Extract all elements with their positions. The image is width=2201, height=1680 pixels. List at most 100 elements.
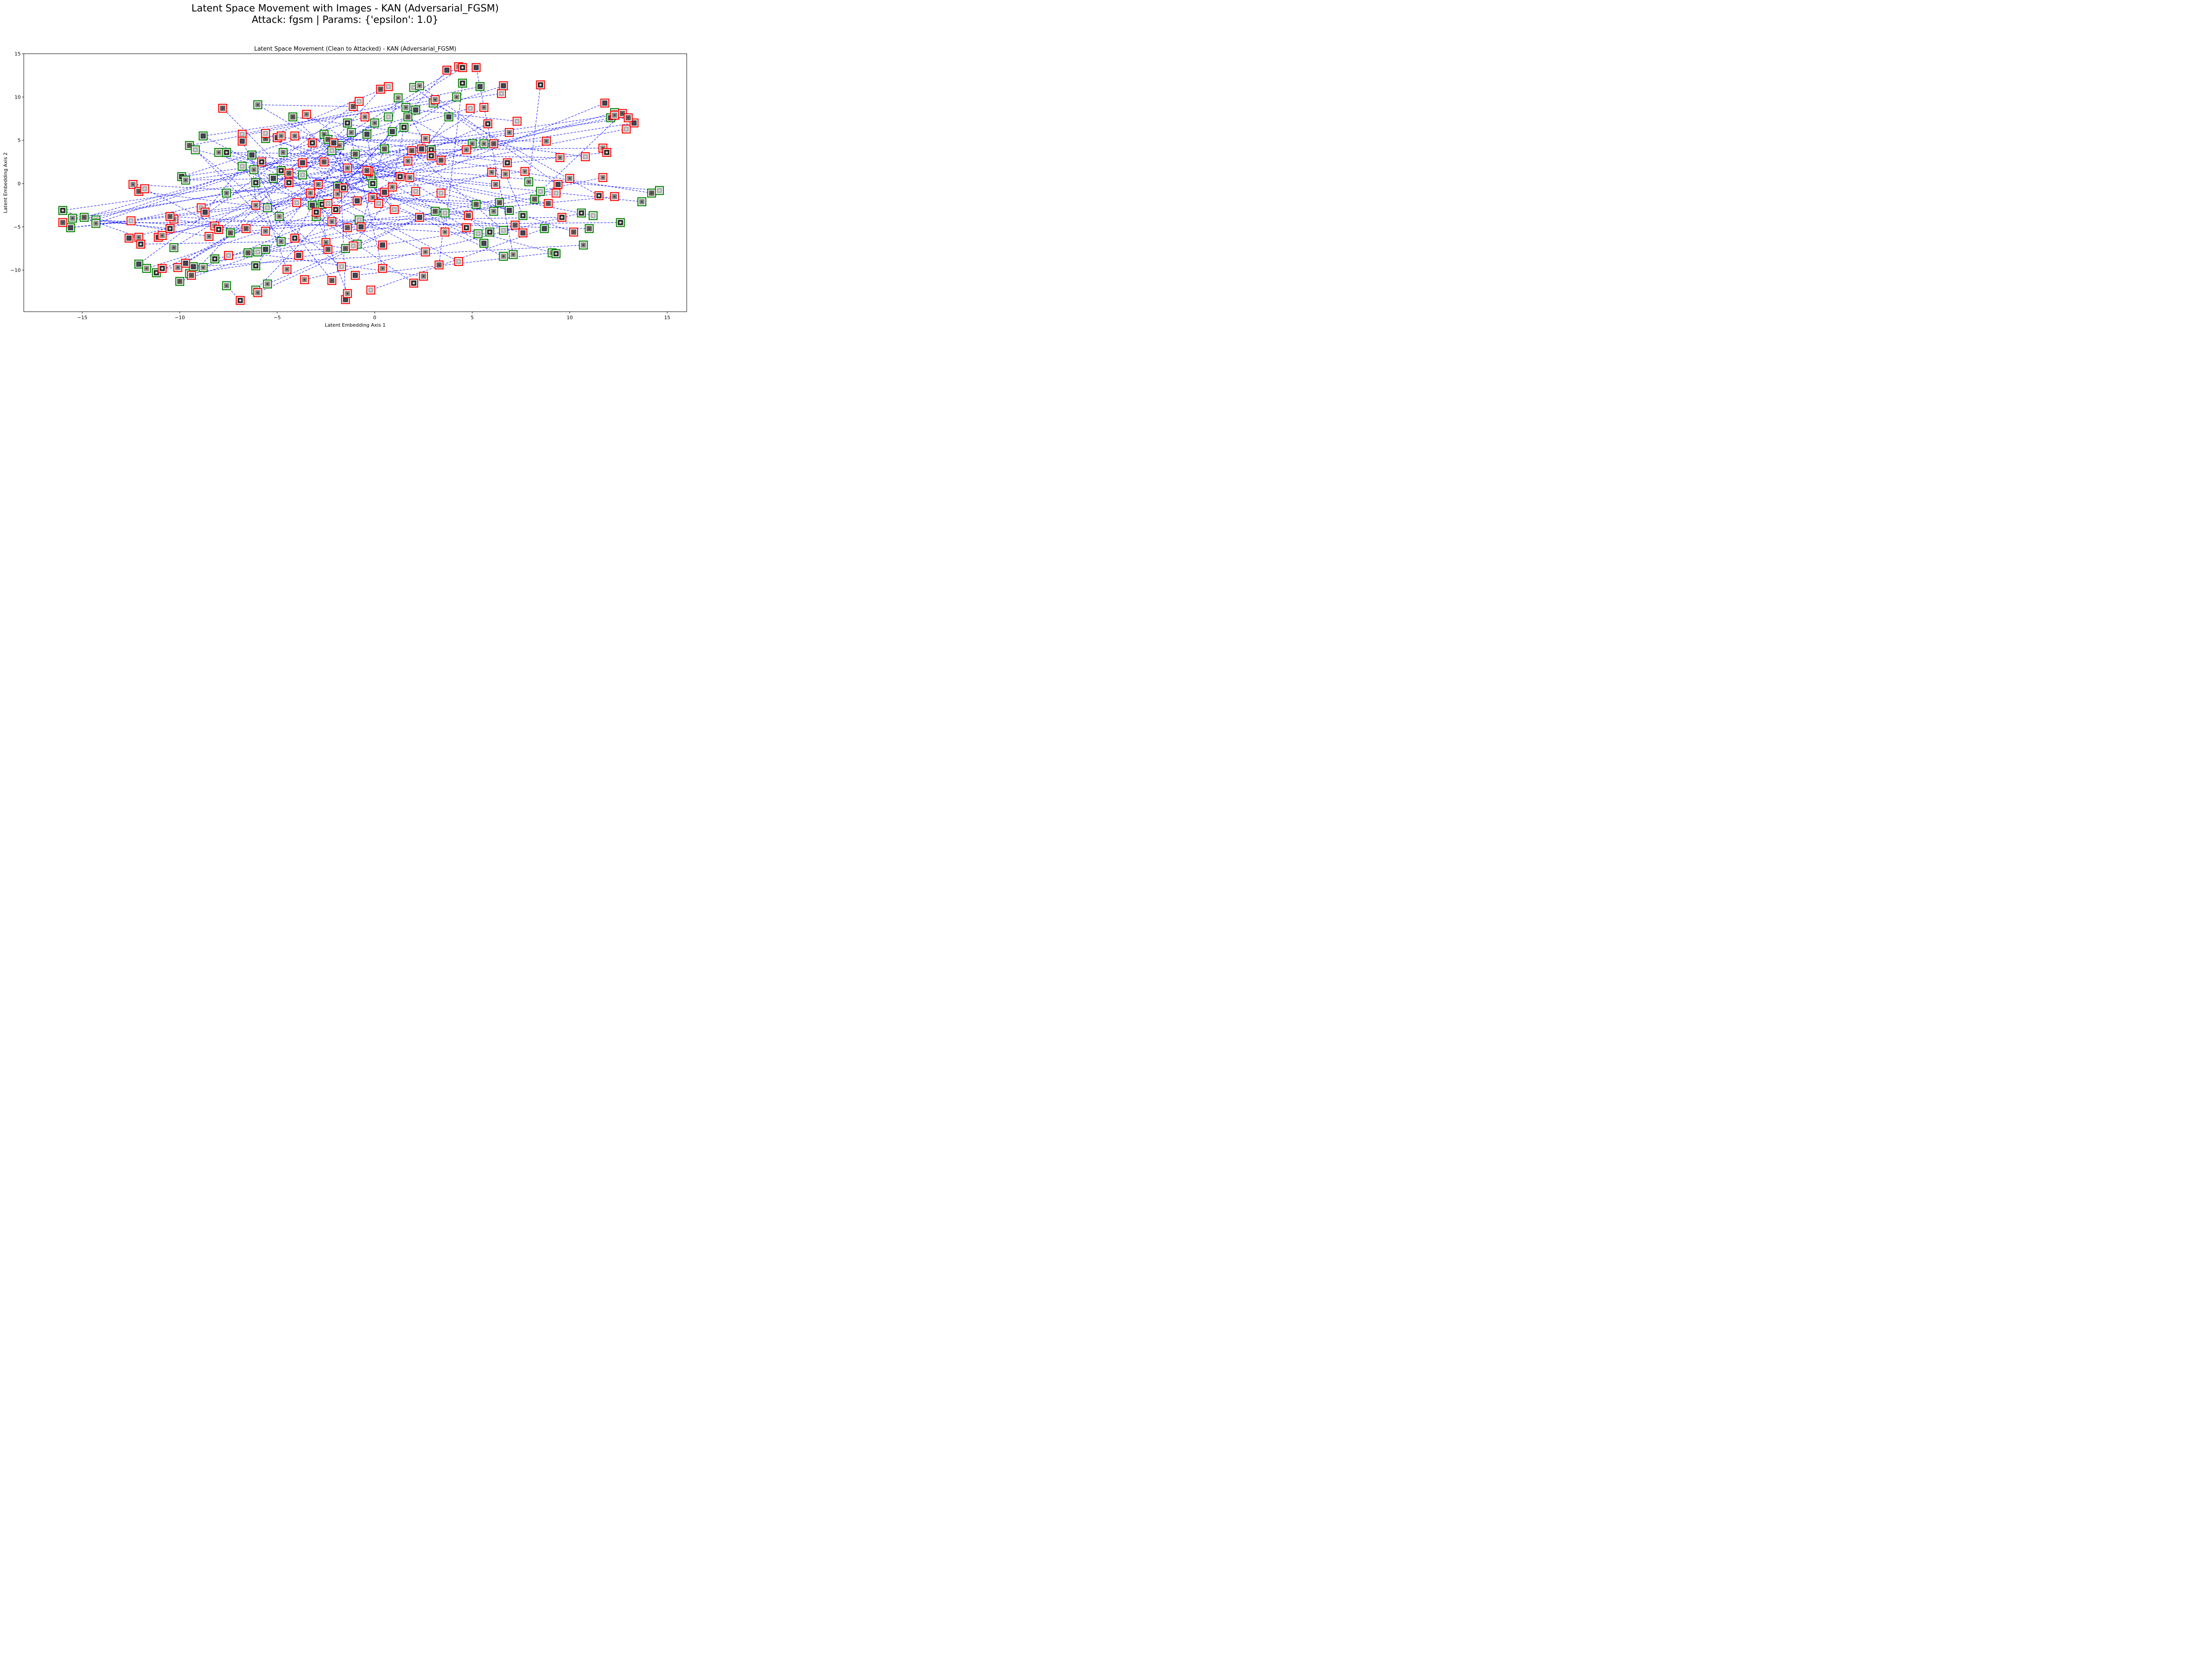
movement-line	[265, 86, 389, 139]
movement-line	[331, 150, 574, 232]
attacked-point	[376, 85, 385, 94]
attacked-point	[323, 245, 333, 254]
attacked-point	[557, 213, 567, 222]
attacked-point	[421, 247, 430, 257]
clean-point	[536, 187, 545, 196]
attacked-point	[622, 124, 631, 134]
movement-line	[242, 86, 480, 135]
attacked-point	[415, 213, 424, 222]
movement-line	[170, 216, 478, 234]
movement-line	[408, 117, 467, 150]
movement-line	[158, 112, 615, 238]
x-tick-label: 0	[373, 315, 376, 321]
x-ticks: −15 −10 −5 0 5 10 15	[77, 312, 670, 321]
movement-line	[367, 170, 593, 216]
movement-line	[70, 202, 297, 228]
attacked-point	[536, 80, 545, 89]
attacked-point	[366, 285, 375, 295]
clean-point	[394, 93, 403, 103]
movement-line	[412, 150, 504, 231]
clean-point	[199, 263, 208, 272]
attacked-point	[471, 63, 481, 72]
clean-point	[489, 206, 498, 216]
clean-point	[518, 211, 528, 220]
movement-line	[431, 147, 603, 150]
clean-point	[222, 188, 231, 198]
movement-line	[173, 67, 463, 248]
clean-point	[222, 148, 231, 157]
movement-line	[328, 131, 393, 204]
clean-point	[350, 150, 360, 159]
x-tick-label: 10	[567, 315, 573, 321]
attacked-point	[378, 264, 387, 273]
attacked-point	[126, 216, 136, 225]
clean-point	[58, 206, 67, 215]
attacked-point	[218, 103, 227, 113]
clean-point	[380, 144, 389, 154]
attacked-point	[390, 205, 399, 214]
scatter-chart: Latent Space Movement with Images - KAN …	[3, 3, 687, 328]
movement-line	[392, 127, 405, 187]
movement-line	[293, 116, 585, 157]
attacked-point	[343, 163, 352, 173]
clean-point	[298, 170, 307, 180]
movement-line	[366, 134, 379, 204]
suptitle-line-2: Attack: fgsm | Params: {'epsilon': 1.0}	[252, 15, 438, 26]
attacked-point	[158, 264, 167, 273]
x-tick-label: 5	[471, 315, 474, 321]
movement-line	[347, 123, 383, 269]
attacked-point	[282, 265, 292, 274]
movement-line	[131, 117, 611, 221]
y-tick-label: 10	[15, 94, 21, 100]
clean-point	[508, 250, 518, 259]
clean-point	[495, 198, 504, 207]
attacked-point	[125, 233, 134, 243]
attacked-point	[462, 145, 471, 155]
attacked-point	[158, 231, 167, 240]
attacked-point	[349, 241, 358, 251]
attacked-point	[378, 240, 387, 250]
attacked-point	[581, 152, 590, 162]
attacked-point	[610, 192, 619, 201]
attacked-point	[454, 257, 463, 266]
attacked-point	[128, 180, 138, 189]
clean-point	[458, 78, 467, 88]
x-tick-label: −5	[274, 315, 281, 321]
attacked-point	[329, 138, 339, 147]
movement-line	[316, 216, 414, 284]
movement-line	[181, 115, 615, 177]
clean-point	[279, 148, 288, 157]
attacked-point	[241, 224, 251, 233]
attacked-point	[354, 97, 364, 106]
y-axis-label: Latent Embedding Axis 2	[3, 152, 8, 213]
clean-point	[199, 131, 208, 140]
clean-point	[637, 197, 647, 206]
clean-point	[475, 82, 485, 91]
clean-point	[585, 224, 594, 233]
attacked-point	[320, 157, 329, 166]
attacked-point	[518, 228, 528, 238]
attacked-point	[504, 128, 514, 137]
clean-point	[249, 165, 258, 174]
attacked-point	[339, 183, 348, 192]
attacked-point	[434, 260, 444, 269]
clean-point	[499, 252, 508, 261]
clean-point	[226, 228, 235, 238]
attacked-point	[552, 188, 561, 198]
movement-line	[304, 213, 582, 280]
x-tick-label: 15	[664, 315, 670, 321]
attacked-point	[327, 276, 336, 285]
attacked-point	[427, 151, 436, 161]
clean-point	[247, 150, 257, 160]
y-tick-label: −10	[11, 268, 21, 273]
movement-line	[302, 89, 381, 175]
clean-point	[362, 129, 372, 139]
clean-point	[401, 103, 411, 112]
movement-line	[419, 85, 559, 185]
clean-point	[504, 206, 514, 215]
attacked-point	[380, 188, 389, 197]
clean-point	[655, 186, 664, 195]
movement-line	[84, 217, 209, 237]
attacked-point	[431, 95, 440, 104]
attacked-point	[479, 103, 489, 112]
